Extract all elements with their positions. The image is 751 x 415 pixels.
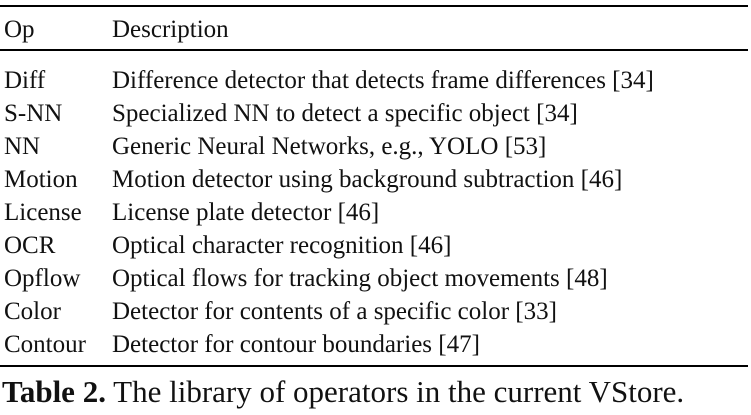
table-body: Diff Difference detector that detects fr… bbox=[0, 50, 748, 366]
op-cell: S-NN bbox=[4, 100, 63, 127]
operator-table: Op Description Diff Difference detector … bbox=[0, 5, 748, 367]
table-row: Contour Detector for contour boundaries … bbox=[0, 328, 748, 366]
table-row: S-NN Specialized NN to detect a specific… bbox=[0, 97, 748, 130]
header-op: Op bbox=[4, 16, 35, 43]
op-cell: Opflow bbox=[4, 265, 81, 292]
header-description: Description bbox=[112, 16, 229, 43]
op-cell: License bbox=[4, 199, 82, 226]
table-row: OCR Optical character recognition [46] bbox=[0, 229, 748, 262]
description-cell: Generic Neural Networks, e.g., YOLO [53] bbox=[112, 133, 547, 160]
header-row: Op Description bbox=[0, 6, 748, 50]
table-caption: Table 2. The library of operators in the… bbox=[2, 372, 684, 412]
caption-text: The library of operators in the current … bbox=[105, 374, 685, 409]
table-row: Opflow Optical flows for tracking object… bbox=[0, 262, 748, 295]
description-cell: Detector for contents of a specific colo… bbox=[112, 298, 557, 325]
description-cell: Optical character recognition [46] bbox=[112, 232, 452, 259]
op-cell: NN bbox=[4, 133, 41, 160]
op-cell: Motion bbox=[4, 166, 78, 193]
op-cell: Color bbox=[4, 298, 61, 325]
description-cell: License plate detector [46] bbox=[112, 199, 380, 226]
description-cell: Specialized NN to detect a specific obje… bbox=[112, 100, 578, 127]
caption-label: Table 2. bbox=[2, 374, 106, 409]
op-cell: Diff bbox=[4, 67, 46, 94]
table-row: Motion Motion detector using background … bbox=[0, 163, 748, 196]
operator-table-container: Op Description Diff Difference detector … bbox=[0, 5, 748, 367]
table-row: Color Detector for contents of a specifi… bbox=[0, 295, 748, 328]
table-row: License License plate detector [46] bbox=[0, 196, 748, 229]
table-header: Op Description bbox=[0, 6, 748, 50]
table-row: Diff Difference detector that detects fr… bbox=[0, 50, 748, 97]
description-cell: Difference detector that detects frame d… bbox=[112, 67, 654, 94]
description-cell: Motion detector using background subtrac… bbox=[112, 166, 623, 193]
op-cell: Contour bbox=[4, 331, 86, 358]
table-row: NN Generic Neural Networks, e.g., YOLO [… bbox=[0, 130, 748, 163]
op-cell: OCR bbox=[4, 232, 56, 259]
description-cell: Optical flows for tracking object moveme… bbox=[112, 265, 608, 292]
description-cell: Detector for contour boundaries [47] bbox=[112, 331, 480, 358]
